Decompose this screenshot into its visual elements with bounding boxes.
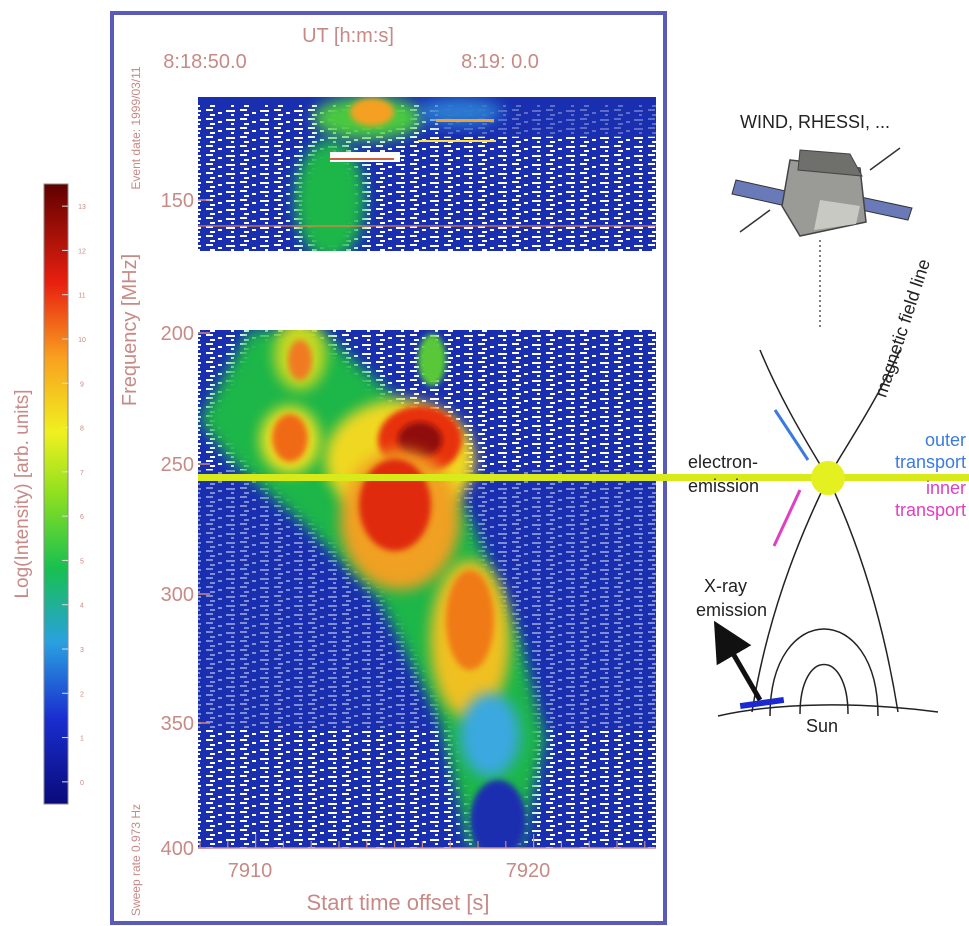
event-date-note: Event date: 1999/03/11 bbox=[129, 66, 143, 190]
x-axis: 7910 7920 Start time offset [s] bbox=[198, 834, 656, 915]
colorbar-tick-label: 7 bbox=[80, 470, 84, 477]
spacecraft-label: WIND, RHESSI, ... bbox=[740, 112, 890, 132]
sweep-rate-note: Sweep rate 0.973 Hz bbox=[129, 804, 143, 916]
emission-frequency-line bbox=[198, 474, 969, 481]
spacecraft-icon bbox=[731, 147, 913, 237]
top-tick-1: 8:18:50.0 bbox=[163, 51, 246, 73]
y-axis-ticks: 150 200 250 300 350 400 bbox=[161, 190, 210, 860]
y-axis-label: Frequency [MHz] bbox=[119, 254, 141, 406]
y-tick-label: 350 bbox=[161, 713, 194, 735]
xray-arrow bbox=[713, 620, 763, 702]
colorbar-tick-label: 12 bbox=[78, 248, 86, 255]
x-tick-1: 7910 bbox=[228, 860, 273, 882]
spectrogram-upper-block bbox=[198, 97, 656, 251]
inner-transport-label: inner transport bbox=[895, 478, 966, 520]
field-line-label: magnetic field line bbox=[871, 257, 935, 400]
y-tick-label: 400 bbox=[161, 838, 194, 860]
colorbar-tick-label: 4 bbox=[80, 603, 84, 610]
x-tick-2: 7920 bbox=[506, 860, 551, 882]
y-tick-label: 250 bbox=[161, 454, 194, 476]
colorbar-tick-label: 13 bbox=[78, 204, 86, 211]
colorbar-gradient bbox=[43, 183, 69, 805]
outer-transport-label: outer transport bbox=[895, 430, 966, 472]
colorbar-tick-label: 3 bbox=[80, 647, 84, 654]
xray-emission-label: X-ray emission bbox=[696, 576, 767, 620]
y-tick-label: 150 bbox=[161, 190, 194, 212]
spectrogram-panel: UT [h:m:s] 8:18:50.0 8:19: 0.0 Event dat… bbox=[110, 11, 667, 925]
magnetic-field-lines bbox=[717, 349, 939, 717]
colorbar-tick-label: 9 bbox=[80, 381, 84, 388]
electron-emission-label: electron-emission bbox=[688, 452, 759, 496]
colorbar-tick-label: 8 bbox=[80, 426, 84, 433]
x-axis-label: Start time offset [s] bbox=[307, 890, 490, 915]
y-tick-label: 200 bbox=[161, 323, 194, 345]
colorbar-tick-label: 6 bbox=[80, 514, 84, 521]
schematic: WIND, RHESSI, ... magnetic field line el… bbox=[688, 112, 966, 736]
outer-transport-arrow bbox=[773, 409, 810, 461]
emission-point bbox=[811, 461, 845, 495]
y-tick-label: 300 bbox=[161, 584, 194, 606]
colorbar-tick-label: 0 bbox=[80, 780, 84, 787]
colorbar-tick-label: 5 bbox=[80, 558, 84, 565]
top-axis-title: UT [h:m:s] bbox=[302, 25, 394, 47]
colorbar-tick-label: 10 bbox=[78, 337, 86, 344]
sun-label: Sun bbox=[806, 716, 838, 736]
spectrogram-lower-block bbox=[198, 330, 656, 848]
top-tick-2: 8:19: 0.0 bbox=[461, 51, 539, 73]
xray-detector bbox=[739, 696, 785, 710]
colorbar-label: Log(Intensity) [arb. units] bbox=[12, 389, 33, 598]
colorbar-tick-label: 1 bbox=[80, 736, 84, 743]
inner-transport-arrow bbox=[772, 489, 802, 547]
x-axis-minor-ticks bbox=[199, 834, 646, 848]
colorbar-tick-label: 2 bbox=[80, 691, 84, 698]
colorbar-tick-label: 11 bbox=[78, 293, 85, 300]
